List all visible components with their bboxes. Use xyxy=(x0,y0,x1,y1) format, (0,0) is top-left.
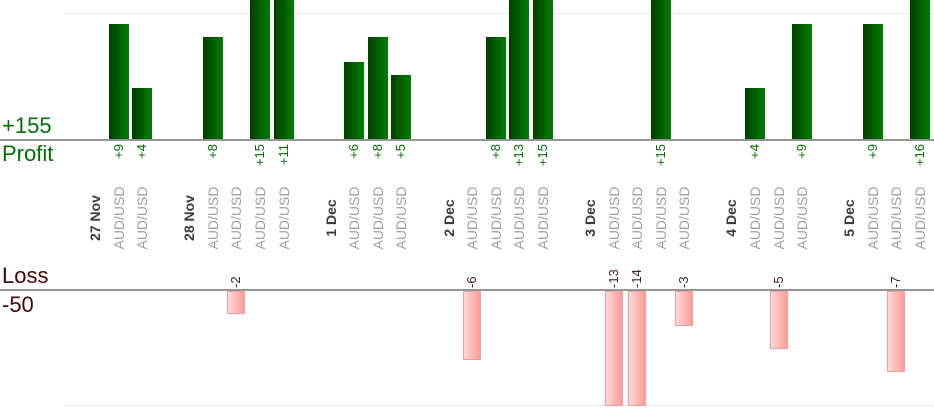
date-label: 4 Dec xyxy=(723,199,740,237)
symbol-label: AUD/USD xyxy=(393,186,410,250)
loss-bar xyxy=(227,291,246,314)
symbol-label: AUD/USD xyxy=(605,186,622,250)
profit-bar xyxy=(744,88,765,139)
profit-bar xyxy=(862,24,883,139)
loss-bar xyxy=(887,291,906,372)
gridline-minus-10 xyxy=(64,405,934,406)
symbol-label: AUD/USD xyxy=(251,186,268,250)
loss-bar xyxy=(675,291,694,326)
symbol-label: AUD/USD xyxy=(204,186,221,250)
profit-bar xyxy=(792,24,813,139)
symbol-label: AUD/USD xyxy=(275,186,292,250)
loss-bar xyxy=(463,291,482,360)
symbol-label: AUD/USD xyxy=(369,186,386,250)
profit-total-label: +155 xyxy=(2,113,52,138)
loss-total-label: -50 xyxy=(2,292,34,317)
symbol-label: AUD/USD xyxy=(511,186,528,250)
profit-bar xyxy=(132,88,153,139)
loss-bar xyxy=(604,291,623,406)
profit-baseline xyxy=(0,139,934,141)
profit-bar xyxy=(391,75,412,139)
loss-axis-label: Loss xyxy=(2,263,49,288)
symbol-label: AUD/USD xyxy=(794,186,811,250)
symbol-label: AUD/USD xyxy=(888,186,905,250)
loss-bar xyxy=(769,291,788,349)
symbol-label: AUD/USD xyxy=(746,186,763,250)
profit-bar xyxy=(509,0,530,139)
symbol-label: AUD/USD xyxy=(534,186,551,250)
profit-bar xyxy=(202,37,223,139)
profit-bar xyxy=(108,24,129,139)
symbol-label: AUD/USD xyxy=(770,186,787,250)
symbol-label: AUD/USD xyxy=(911,186,928,250)
profit-bar xyxy=(249,0,270,139)
symbol-label: AUD/USD xyxy=(228,186,245,250)
symbol-label: AUD/USD xyxy=(652,186,669,250)
gridline-plus-10 xyxy=(64,13,934,14)
symbol-label: AUD/USD xyxy=(487,186,504,250)
symbol-label: AUD/USD xyxy=(464,186,481,250)
loss-baseline xyxy=(0,289,934,291)
symbol-label: AUD/USD xyxy=(676,186,693,250)
date-label: 5 Dec xyxy=(841,199,858,237)
profit-bar xyxy=(485,37,506,139)
date-label: 27 Nov xyxy=(87,195,103,241)
date-label: 1 Dec xyxy=(322,199,339,237)
symbol-label: AUD/USD xyxy=(864,186,881,250)
profit-bar xyxy=(909,0,930,139)
profit-bar xyxy=(532,0,553,139)
profit-bar xyxy=(344,62,365,139)
loss-bar xyxy=(628,291,647,406)
profit-bar xyxy=(650,0,671,139)
date-label: 3 Dec xyxy=(581,199,598,237)
date-label: 28 Nov xyxy=(181,195,198,241)
date-label: 2 Dec xyxy=(440,199,457,237)
profit-bar xyxy=(367,37,388,139)
symbol-label: AUD/USD xyxy=(629,186,646,250)
symbol-label: AUD/USD xyxy=(346,186,363,250)
symbol-label: AUD/USD xyxy=(110,186,127,250)
profit-axis-label: Profit xyxy=(2,141,54,166)
profit-bar xyxy=(273,0,294,139)
symbol-label: AUD/USD xyxy=(134,186,151,250)
